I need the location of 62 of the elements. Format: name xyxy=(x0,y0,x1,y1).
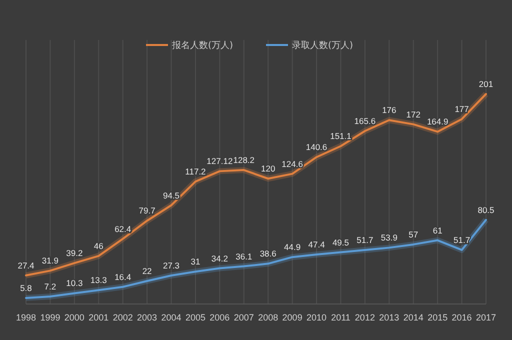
data-label: 94.5 xyxy=(162,190,180,200)
x-tick-label: 2001 xyxy=(88,312,109,322)
data-label: 164.9 xyxy=(426,116,448,127)
data-label: 27.4 xyxy=(18,260,35,270)
x-tick-label: 2014 xyxy=(403,312,424,322)
legend-label: 录取人数(万人) xyxy=(292,40,354,51)
x-tick-label: 2013 xyxy=(379,312,400,322)
data-label: 124.6 xyxy=(282,158,304,169)
data-label: 31 xyxy=(190,256,200,267)
data-label: 16.4 xyxy=(114,272,132,282)
x-tick-label: 2003 xyxy=(137,312,158,322)
x-tick-label: 1998 xyxy=(16,312,36,322)
data-label: 39.2 xyxy=(66,248,83,258)
data-label: 53.9 xyxy=(380,232,398,243)
data-label: 57 xyxy=(408,229,418,240)
data-label: 51.7 xyxy=(356,234,374,245)
x-tick-label: 2004 xyxy=(161,312,182,322)
data-label: 51.7 xyxy=(454,234,470,245)
x-tick-label: 2002 xyxy=(112,312,133,322)
data-label: 176 xyxy=(382,105,397,116)
data-label: 80.5 xyxy=(478,204,495,215)
data-label: 172 xyxy=(406,109,421,120)
x-tick-label: 2015 xyxy=(428,312,448,322)
data-label: 31.9 xyxy=(42,256,59,266)
x-tick-label: 2000 xyxy=(64,312,84,322)
data-label: 34.2 xyxy=(211,253,228,264)
x-tick-label: 2016 xyxy=(452,312,472,322)
x-tick-label: 2009 xyxy=(282,312,302,322)
x-tick-label: 2007 xyxy=(234,312,254,322)
data-label: 46 xyxy=(94,240,104,251)
data-label: 22 xyxy=(142,266,152,276)
data-label: 27.3 xyxy=(162,260,180,270)
x-tick-label: 2012 xyxy=(354,312,375,322)
data-label: 10.3 xyxy=(66,278,83,288)
data-label: 5.8 xyxy=(20,282,32,293)
x-tick-label: 2010 xyxy=(306,312,327,322)
data-label: 127.12 xyxy=(206,156,233,166)
x-tick-label: 2011 xyxy=(331,312,350,322)
data-label: 128.2 xyxy=(233,155,255,166)
data-label: 140.6 xyxy=(306,142,328,152)
data-label: 151.1 xyxy=(330,131,352,142)
data-label: 177 xyxy=(454,104,470,114)
data-label: 13.3 xyxy=(90,275,108,286)
legend-label: 报名人数(万人) xyxy=(171,40,234,51)
data-label: 36.1 xyxy=(236,251,252,262)
x-tick-label: 2006 xyxy=(210,312,230,322)
data-label: 79.7 xyxy=(138,206,156,216)
x-tick-label: 2008 xyxy=(258,312,278,322)
data-label: 165.6 xyxy=(354,116,376,126)
data-label: 49.5 xyxy=(332,237,350,248)
x-tick-label: 2005 xyxy=(185,312,206,322)
data-label: 47.4 xyxy=(308,239,326,250)
data-label: 7.2 xyxy=(44,281,56,292)
data-label: 61 xyxy=(432,225,443,236)
data-label: 120 xyxy=(261,164,276,174)
data-label: 38.6 xyxy=(260,248,277,259)
data-label: 201 xyxy=(478,79,494,89)
x-tick-label: 1999 xyxy=(40,312,60,322)
data-label: 62.4 xyxy=(114,224,132,234)
data-label: 44.9 xyxy=(284,242,301,252)
data-label: 117.2 xyxy=(185,166,206,177)
x-tick-label: 2017 xyxy=(476,312,496,322)
